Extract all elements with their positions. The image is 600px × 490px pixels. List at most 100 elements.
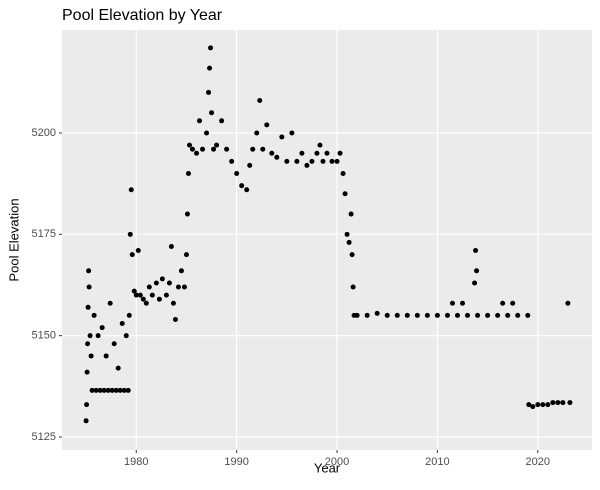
x-tick-label: 2020 <box>526 456 550 468</box>
point <box>342 191 348 197</box>
y-tick-label: 5175 <box>32 228 56 240</box>
point <box>119 321 125 327</box>
chart-title: Pool Elevation by Year <box>62 7 223 24</box>
point <box>178 268 184 274</box>
point <box>526 402 532 408</box>
point <box>344 231 350 237</box>
point <box>84 402 90 408</box>
point <box>168 243 174 249</box>
point <box>91 312 97 318</box>
point <box>274 154 280 160</box>
point <box>166 280 172 286</box>
point <box>314 150 320 156</box>
point <box>340 171 346 177</box>
point <box>99 325 105 331</box>
point <box>185 171 191 177</box>
point <box>515 312 521 318</box>
point <box>404 312 410 318</box>
point <box>207 65 213 71</box>
point <box>105 387 111 393</box>
point <box>320 158 326 164</box>
point <box>109 387 115 393</box>
point <box>86 284 92 290</box>
point <box>163 292 169 298</box>
point <box>414 312 420 318</box>
point <box>239 183 245 189</box>
point <box>284 158 290 164</box>
point <box>309 158 315 164</box>
point <box>348 211 354 217</box>
point <box>170 300 176 306</box>
point <box>186 142 192 148</box>
point <box>86 268 92 274</box>
point <box>211 146 217 152</box>
point <box>156 296 162 302</box>
point <box>159 276 165 282</box>
point <box>254 130 260 136</box>
point <box>465 312 471 318</box>
y-axis-label: Pool Elevation <box>6 198 21 281</box>
point <box>475 312 481 318</box>
point <box>279 134 285 140</box>
point <box>85 341 91 347</box>
point <box>349 252 355 258</box>
point <box>129 252 135 258</box>
point <box>137 292 143 298</box>
point <box>219 118 225 124</box>
y-tick-label: 5125 <box>32 431 56 443</box>
point <box>88 353 94 359</box>
point <box>555 400 561 406</box>
point <box>434 312 440 318</box>
point <box>214 142 220 148</box>
point <box>460 300 466 306</box>
point <box>197 118 203 124</box>
point <box>260 146 266 152</box>
point <box>224 146 230 152</box>
point <box>95 333 101 339</box>
panel <box>62 30 592 450</box>
point <box>374 310 380 316</box>
point <box>364 312 370 318</box>
point <box>140 296 146 302</box>
point <box>247 162 253 168</box>
point <box>334 158 340 164</box>
point <box>545 402 551 408</box>
point <box>244 187 250 193</box>
x-tick-label: 2000 <box>325 456 349 468</box>
point <box>209 110 215 116</box>
point <box>189 146 195 152</box>
y-tick-label: 5200 <box>32 127 56 139</box>
point <box>121 387 127 393</box>
point <box>567 400 573 406</box>
point <box>525 312 531 318</box>
point <box>474 268 480 274</box>
point <box>337 150 343 156</box>
point <box>115 365 121 371</box>
point <box>85 304 91 310</box>
x-axis-label: Year <box>314 460 341 475</box>
point <box>131 288 137 294</box>
point <box>560 400 566 406</box>
point <box>208 45 214 51</box>
x-tick-label: 1990 <box>224 456 248 468</box>
point <box>181 284 187 290</box>
point <box>472 280 478 286</box>
x-tick-label: 1980 <box>124 456 148 468</box>
point <box>505 312 511 318</box>
point <box>299 150 305 156</box>
point <box>565 300 571 306</box>
point <box>324 150 330 156</box>
point <box>229 158 235 164</box>
point <box>449 300 455 306</box>
point <box>346 239 352 245</box>
point <box>135 248 141 254</box>
point <box>97 387 103 393</box>
point <box>294 158 300 164</box>
point <box>93 387 99 393</box>
point <box>304 162 310 168</box>
point <box>117 387 123 393</box>
point <box>83 418 89 424</box>
point <box>184 211 190 217</box>
point <box>103 353 109 359</box>
